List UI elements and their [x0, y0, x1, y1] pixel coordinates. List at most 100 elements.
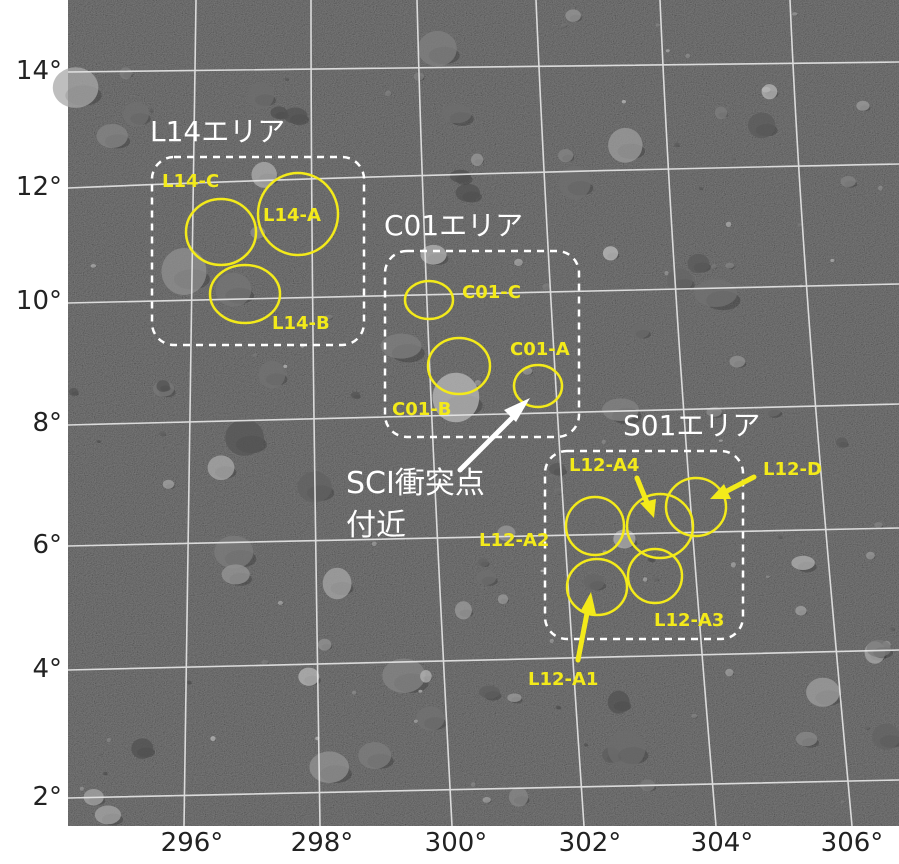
- boulder: [743, 143, 748, 147]
- boulder: [508, 787, 529, 807]
- site-label-l12-a1: L12-A1: [528, 669, 599, 690]
- site-circle-l12-a3: [626, 547, 684, 605]
- site-circle-c01-b: [426, 336, 492, 396]
- boulder: [674, 142, 680, 148]
- boulder: [251, 161, 277, 188]
- boulder: [549, 462, 566, 476]
- boulder: [52, 67, 99, 108]
- boulder: [479, 685, 500, 699]
- area-box-c01: [383, 249, 581, 439]
- boulder: [123, 102, 149, 127]
- boulder: [602, 246, 619, 261]
- boulder: [665, 49, 670, 53]
- boulder: [777, 535, 783, 539]
- boulder: [454, 601, 472, 620]
- boulder: [277, 600, 283, 605]
- boulder: [558, 165, 591, 200]
- site-label-l14-b: L14-B: [272, 313, 330, 334]
- area-box-l14: [150, 155, 366, 347]
- boulder: [79, 786, 84, 791]
- boulder: [317, 638, 332, 651]
- boulder: [207, 455, 235, 481]
- site-circle-c01-a: [512, 363, 564, 409]
- boulder: [555, 705, 561, 710]
- boulder: [874, 522, 883, 528]
- boulder: [694, 279, 738, 307]
- site-label-c01-b: C01-B: [392, 399, 452, 420]
- boulder: [725, 262, 734, 269]
- boulder: [482, 796, 491, 803]
- boulder: [642, 577, 648, 582]
- boulder: [729, 355, 746, 368]
- boulder: [449, 169, 471, 183]
- boulder: [835, 437, 848, 448]
- boulder: [96, 124, 128, 148]
- boulder: [765, 575, 770, 579]
- boulder: [718, 439, 723, 442]
- area-boxes: [150, 155, 745, 641]
- boulder: [98, 752, 103, 755]
- boulder: [418, 689, 423, 693]
- site-circle-l12-a2: [564, 495, 626, 557]
- boulder: [420, 670, 432, 683]
- site-circle-c01-c: [403, 279, 455, 321]
- boulder: [830, 258, 835, 263]
- boulder: [795, 605, 807, 616]
- x-tick-label: 302°: [558, 828, 622, 858]
- boulder: [476, 570, 497, 586]
- boulder: [283, 107, 308, 124]
- boulder: [866, 639, 892, 658]
- boulder: [413, 719, 418, 723]
- boulder: [471, 153, 484, 166]
- boulder: [352, 690, 357, 695]
- boulder: [156, 380, 170, 392]
- sci-impact-label-line1: SCI衝突点: [346, 466, 485, 501]
- boulder: [666, 268, 693, 292]
- boulder: [553, 487, 563, 495]
- site-circle-l14-a: [256, 171, 340, 257]
- boulder: [131, 738, 154, 759]
- boulder: [418, 30, 457, 67]
- y-tick-label: 12°: [15, 172, 62, 202]
- boulder: [247, 82, 275, 110]
- boulder: [298, 667, 320, 686]
- boulder: [761, 84, 778, 100]
- y-tick-label: 8°: [32, 408, 62, 438]
- boulder: [685, 53, 691, 59]
- boulder: [358, 742, 392, 769]
- boulder: [474, 380, 481, 386]
- boulder: [270, 106, 288, 119]
- boulder: [840, 800, 845, 804]
- boulder: [607, 690, 630, 714]
- boulder: [687, 253, 710, 274]
- boulder: [210, 736, 216, 742]
- arrow-l12-a4: [634, 475, 656, 518]
- site-circle-l14-b: [208, 263, 282, 325]
- area-label-l14: L14エリア: [150, 115, 286, 148]
- arrow-l12-d: [710, 474, 757, 499]
- boulder: [866, 551, 875, 560]
- boulder: [878, 185, 883, 191]
- area-box-s01: [543, 449, 745, 641]
- boulder: [477, 558, 489, 567]
- boulder: [863, 725, 870, 730]
- boulder: [565, 9, 581, 22]
- arrow-l12-a1: [575, 592, 596, 663]
- boulder: [69, 387, 79, 396]
- boulder: [583, 574, 605, 591]
- site-label-l12-a4: L12-A4: [569, 455, 640, 476]
- boulder: [799, 167, 804, 172]
- boulder: [350, 391, 361, 399]
- site-circle-l12-a4: [625, 492, 695, 560]
- boulder: [371, 541, 377, 546]
- site-label-l12-a3: L12-A3: [654, 610, 725, 631]
- boulder: [542, 283, 551, 291]
- boulder: [725, 668, 734, 677]
- boulders: [52, 9, 899, 826]
- boulder: [795, 536, 802, 544]
- boulder: [795, 731, 818, 747]
- sci-impact-label-line2: 付近: [346, 508, 406, 543]
- boulder: [806, 677, 840, 707]
